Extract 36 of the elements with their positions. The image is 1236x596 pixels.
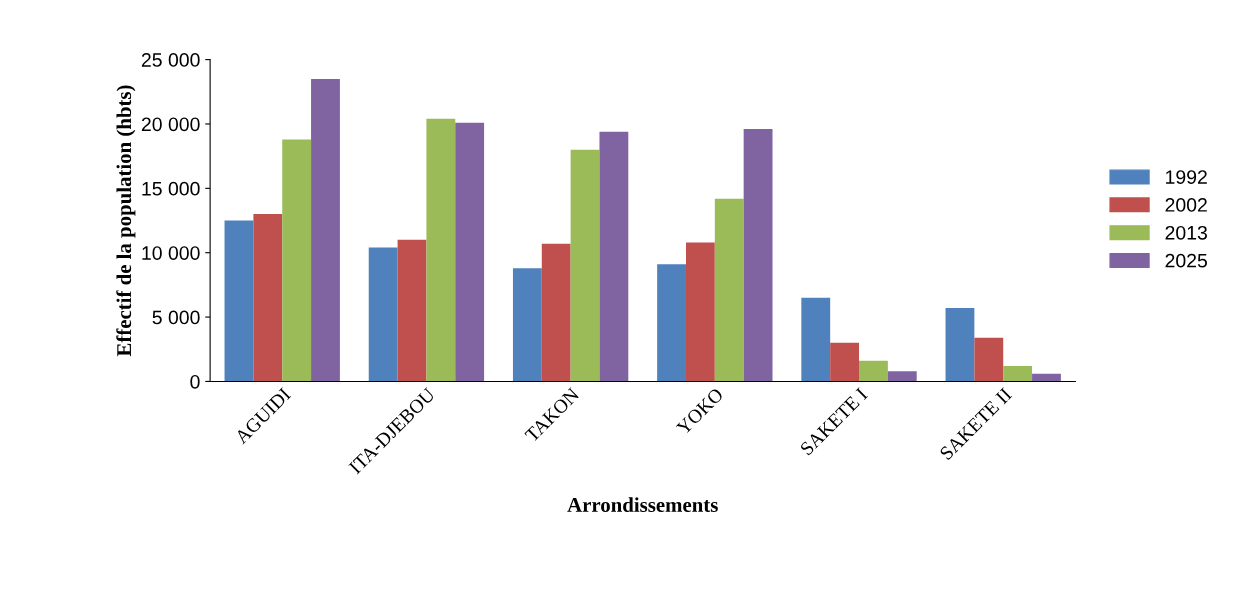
bar bbox=[685, 242, 715, 382]
bar bbox=[801, 297, 831, 382]
bar bbox=[599, 131, 629, 382]
y-tick-label: 10 000 bbox=[142, 246, 200, 260]
bar bbox=[945, 308, 975, 382]
y-axis-title: Effectif de la population (hbts) bbox=[116, 85, 136, 357]
y-tick-label: 5 000 bbox=[152, 310, 200, 325]
bar bbox=[1003, 365, 1033, 382]
y-tick-label: 15 000 bbox=[142, 181, 200, 196]
legend-label: 2013 bbox=[1165, 225, 1207, 240]
legend-label: 1992 bbox=[1166, 170, 1207, 184]
bar bbox=[368, 247, 398, 382]
bar bbox=[455, 122, 485, 382]
bar bbox=[253, 214, 283, 382]
bar bbox=[541, 243, 571, 382]
bar bbox=[570, 149, 600, 382]
bar bbox=[512, 268, 542, 382]
bar bbox=[311, 78, 340, 382]
bar bbox=[887, 371, 917, 382]
bar bbox=[657, 264, 686, 382]
bar bbox=[859, 360, 888, 382]
bar bbox=[743, 129, 773, 382]
bar bbox=[397, 239, 427, 382]
legend-label: 2002 bbox=[1165, 198, 1207, 212]
y-tick-label: 25 000 bbox=[141, 53, 200, 67]
bar bbox=[282, 139, 312, 382]
legend-label: 2025 bbox=[1165, 253, 1208, 268]
bar bbox=[224, 220, 254, 382]
bar bbox=[714, 198, 744, 382]
y-tick-label: 20 000 bbox=[141, 117, 200, 132]
bar bbox=[426, 118, 456, 382]
x-axis-title: Arrondissements bbox=[567, 497, 718, 512]
bar bbox=[1032, 373, 1061, 382]
bar bbox=[974, 337, 1004, 382]
y-tick-label: 0 bbox=[190, 374, 200, 389]
bar bbox=[830, 342, 860, 382]
